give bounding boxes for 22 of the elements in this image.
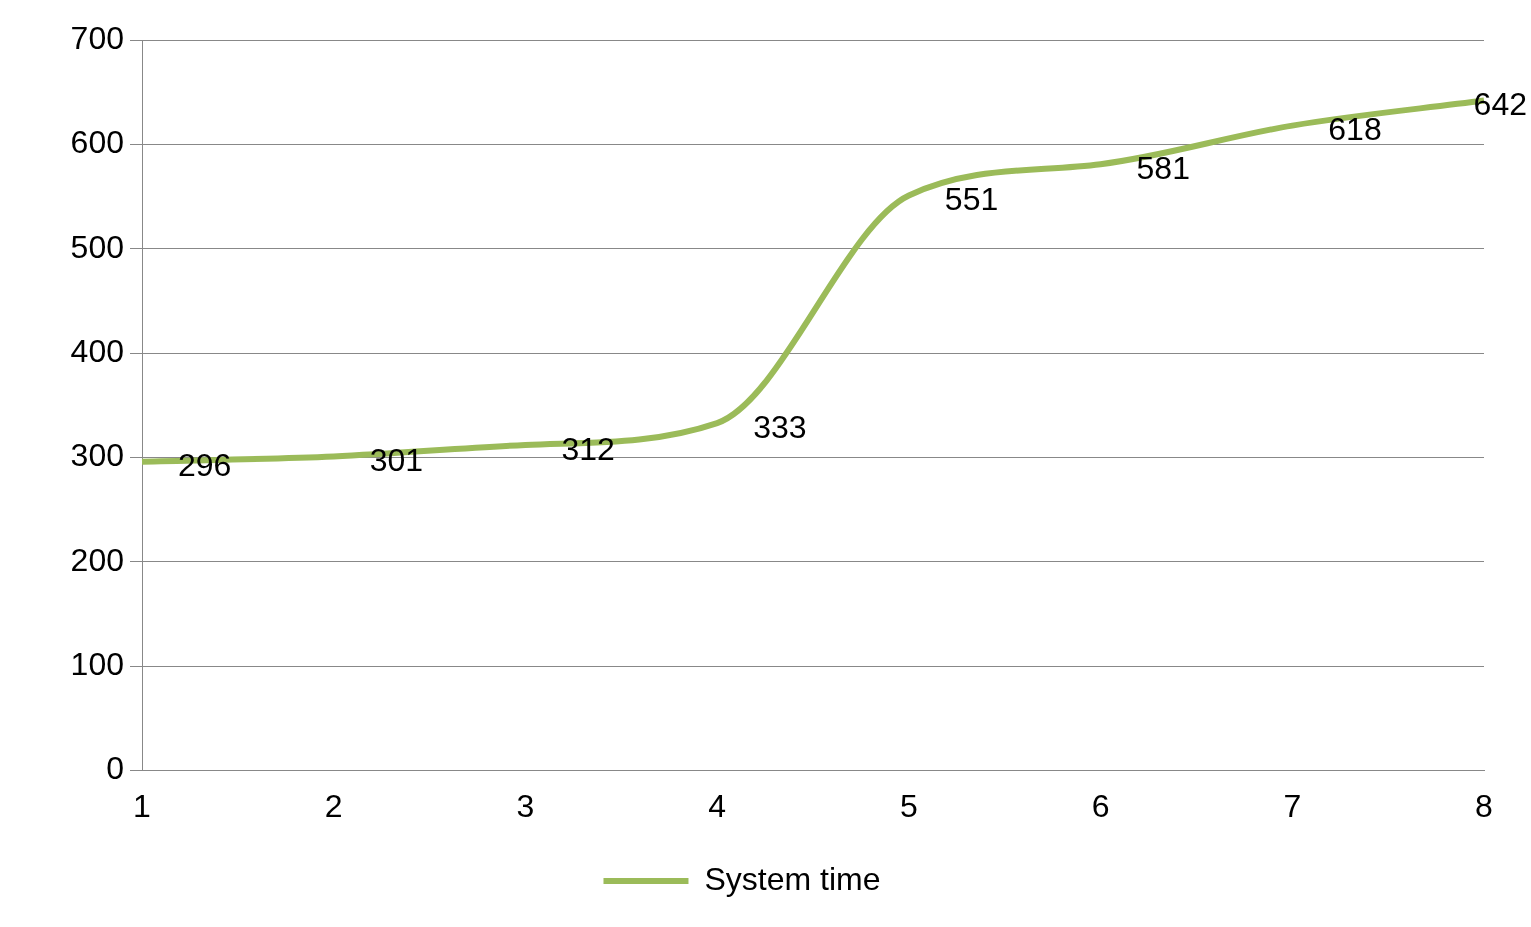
x-tick-label: 5 bbox=[899, 787, 918, 824]
y-tick-label: 0 bbox=[106, 750, 124, 787]
data-label: 551 bbox=[944, 181, 999, 218]
x-tick-label: 4 bbox=[708, 787, 727, 824]
x-tick-label: 7 bbox=[1283, 787, 1302, 824]
y-tick-label: 100 bbox=[70, 646, 124, 683]
x-tick-label: 6 bbox=[1091, 787, 1110, 824]
data-label: 642 bbox=[1473, 86, 1527, 123]
x-tick-label: 8 bbox=[1475, 787, 1493, 824]
x-tick-label: 1 bbox=[133, 787, 151, 824]
y-tick-label: 700 bbox=[70, 19, 124, 56]
y-tick-label: 200 bbox=[70, 541, 124, 578]
data-label: 618 bbox=[1328, 111, 1382, 148]
x-tick-label: 2 bbox=[324, 787, 343, 824]
data-label: 581 bbox=[1136, 150, 1190, 187]
legend-label: System time bbox=[704, 860, 881, 897]
y-tick-label: 300 bbox=[70, 437, 124, 474]
x-tick-label: 3 bbox=[516, 787, 535, 824]
y-tick-label: 500 bbox=[70, 228, 124, 265]
y-tick-label: 400 bbox=[70, 332, 124, 369]
data-label: 333 bbox=[753, 408, 807, 445]
y-tick-label: 600 bbox=[70, 124, 124, 161]
